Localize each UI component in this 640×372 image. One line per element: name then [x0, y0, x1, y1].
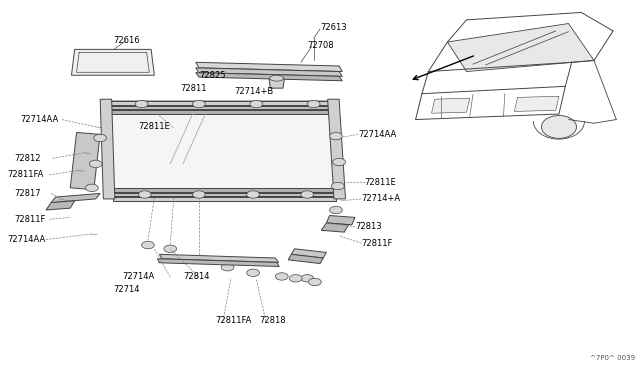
Circle shape	[246, 269, 259, 276]
Polygon shape	[431, 98, 470, 113]
Circle shape	[246, 191, 259, 198]
Polygon shape	[72, 49, 154, 75]
Polygon shape	[515, 96, 559, 112]
Text: 72817: 72817	[14, 189, 41, 198]
Polygon shape	[326, 215, 355, 225]
Text: 72714AA: 72714AA	[358, 130, 397, 139]
Circle shape	[333, 158, 346, 166]
Text: 72613: 72613	[320, 23, 347, 32]
Circle shape	[193, 256, 205, 263]
Text: 72714: 72714	[113, 285, 140, 294]
Circle shape	[330, 206, 342, 214]
Text: 72714A: 72714A	[122, 272, 155, 281]
Circle shape	[135, 100, 148, 108]
Polygon shape	[196, 68, 342, 76]
Polygon shape	[109, 110, 330, 113]
Circle shape	[86, 184, 99, 192]
Circle shape	[275, 273, 288, 280]
Circle shape	[289, 275, 302, 282]
Polygon shape	[321, 223, 349, 232]
Text: 72811E: 72811E	[138, 122, 170, 131]
Polygon shape	[106, 101, 339, 197]
Polygon shape	[196, 73, 342, 81]
Circle shape	[332, 182, 344, 190]
Circle shape	[90, 160, 102, 167]
Circle shape	[164, 245, 177, 253]
Polygon shape	[288, 254, 323, 263]
Ellipse shape	[269, 75, 284, 81]
Polygon shape	[113, 197, 336, 201]
Text: 72811E: 72811E	[365, 178, 396, 187]
Text: 72818: 72818	[259, 316, 286, 325]
Polygon shape	[70, 132, 100, 190]
Polygon shape	[447, 23, 594, 71]
Circle shape	[221, 263, 234, 271]
Circle shape	[138, 191, 151, 198]
Polygon shape	[157, 259, 279, 266]
Circle shape	[141, 241, 154, 249]
Circle shape	[330, 132, 342, 140]
Circle shape	[301, 191, 314, 198]
Text: 72616: 72616	[113, 36, 140, 45]
Polygon shape	[113, 193, 336, 196]
Circle shape	[193, 191, 205, 198]
Circle shape	[94, 134, 106, 142]
Polygon shape	[159, 254, 278, 262]
Polygon shape	[196, 62, 342, 71]
Text: 72714+B: 72714+B	[234, 87, 273, 96]
Text: 72811F: 72811F	[14, 215, 45, 224]
Polygon shape	[109, 101, 330, 105]
Text: 72714+A: 72714+A	[362, 195, 401, 203]
Text: 72814: 72814	[183, 272, 209, 281]
Polygon shape	[113, 188, 336, 192]
Circle shape	[250, 100, 262, 108]
Text: 72811F: 72811F	[362, 239, 393, 248]
Polygon shape	[291, 249, 326, 258]
Text: 72714AA: 72714AA	[20, 115, 59, 124]
Circle shape	[301, 275, 314, 282]
Text: 72714AA: 72714AA	[8, 235, 46, 244]
Circle shape	[193, 100, 205, 108]
Text: 72708: 72708	[307, 41, 334, 50]
Polygon shape	[51, 193, 100, 203]
Polygon shape	[46, 201, 75, 210]
Text: 72813: 72813	[355, 222, 381, 231]
Text: 72812: 72812	[14, 154, 40, 163]
Text: 72811: 72811	[180, 84, 206, 93]
Polygon shape	[109, 106, 330, 109]
Polygon shape	[328, 99, 346, 199]
Ellipse shape	[541, 115, 577, 138]
Circle shape	[307, 100, 320, 108]
Text: 72825: 72825	[199, 71, 225, 80]
Polygon shape	[269, 79, 284, 88]
Polygon shape	[100, 99, 115, 199]
Text: ^7P0^ 0039: ^7P0^ 0039	[590, 355, 636, 361]
Text: 72811FA: 72811FA	[8, 170, 44, 179]
Circle shape	[308, 278, 321, 286]
Text: 72811FA: 72811FA	[215, 316, 252, 325]
